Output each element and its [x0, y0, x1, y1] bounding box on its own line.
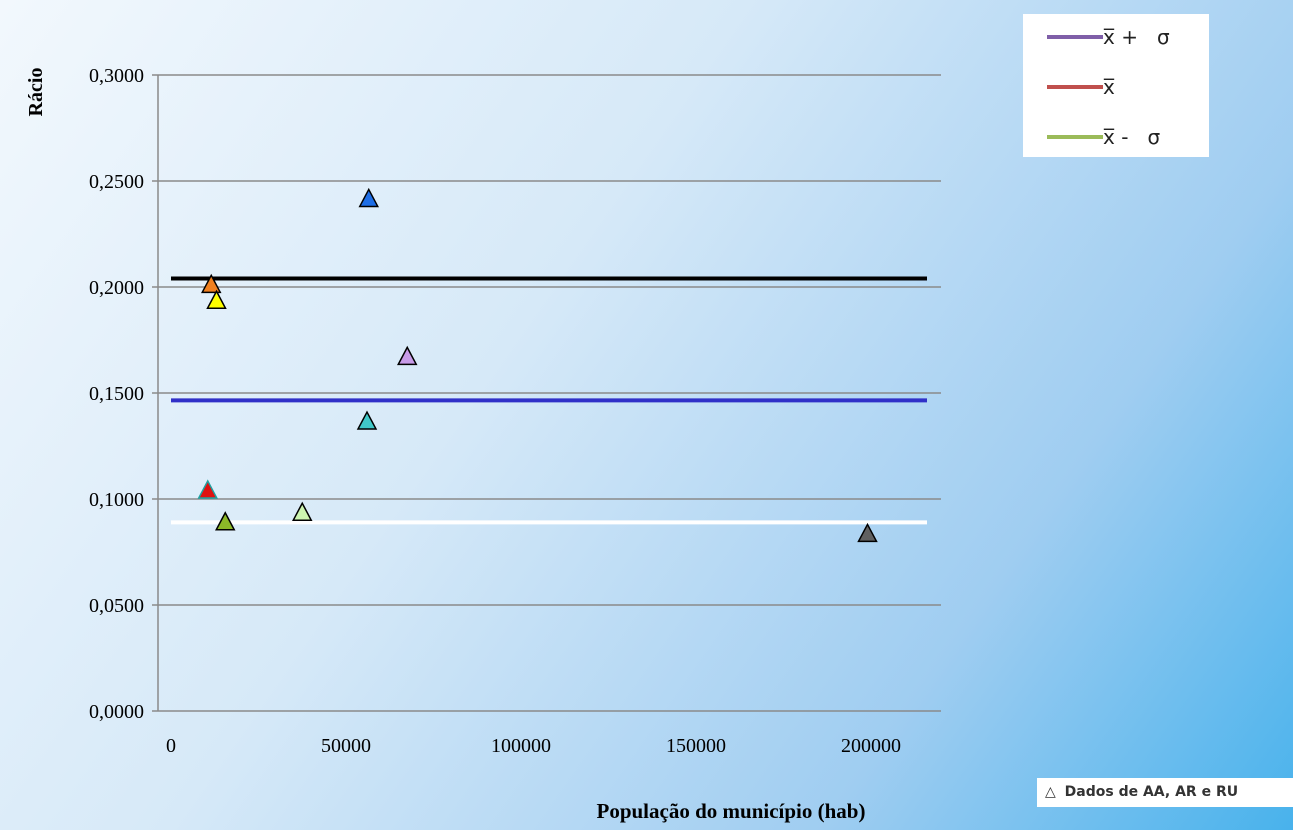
triangle-outline-icon: △	[1045, 784, 1056, 800]
legend-line-swatch	[1047, 135, 1103, 139]
y-tick-label: 0,0500	[89, 595, 144, 617]
data-points	[197, 187, 878, 543]
data-point-triangle	[206, 289, 227, 309]
legend-item-label: x̅ + σ	[1103, 25, 1170, 49]
grid	[158, 74, 941, 606]
x-tick-label: 50000	[321, 735, 371, 757]
legend-line-swatch	[1047, 85, 1103, 89]
data-point-triangle	[201, 273, 222, 294]
data-point-triangle	[197, 479, 218, 499]
data-point-triangle	[292, 501, 313, 521]
data-point-triangle	[397, 345, 418, 366]
y-axis-label: Rácio	[25, 68, 47, 117]
x-tick-label: 0	[166, 735, 176, 757]
x-tick-label: 100000	[491, 735, 551, 757]
data-point-triangle	[356, 410, 378, 430]
y-tick-label: 0,1000	[89, 489, 144, 511]
data-source-label: Dados de AA, AR e RU	[1064, 784, 1239, 800]
legend-item-label: x̅	[1103, 75, 1115, 99]
data-source-badge: △ Dados de AA, AR e RU	[1037, 778, 1293, 807]
axes: 0,0000 0,0500 0,1000 0,1500 0,2000 0,2500 0,30…	[89, 65, 941, 757]
data-point-triangle	[215, 511, 236, 531]
y-tick-label: 0,2500	[89, 171, 144, 193]
y-tick-label: 0,0000	[89, 701, 144, 723]
x-axis-label: População do município (hab)	[597, 799, 866, 823]
legend-item-label: x̅ - σ	[1103, 125, 1161, 149]
y-tick-label: 0,2000	[89, 277, 144, 299]
reference-lines	[171, 276, 927, 525]
legend-line-swatch	[1047, 35, 1103, 39]
legend: x̅ + σ x̅ x̅ - σ	[1023, 14, 1209, 157]
x-tick-label: 150000	[666, 735, 726, 757]
y-tick-label: 0,1500	[89, 383, 144, 405]
y-tick-label: 0,3000	[89, 65, 144, 87]
data-point-triangle	[857, 522, 878, 543]
data-point-triangle	[358, 187, 379, 208]
x-tick-label: 200000	[841, 735, 901, 757]
